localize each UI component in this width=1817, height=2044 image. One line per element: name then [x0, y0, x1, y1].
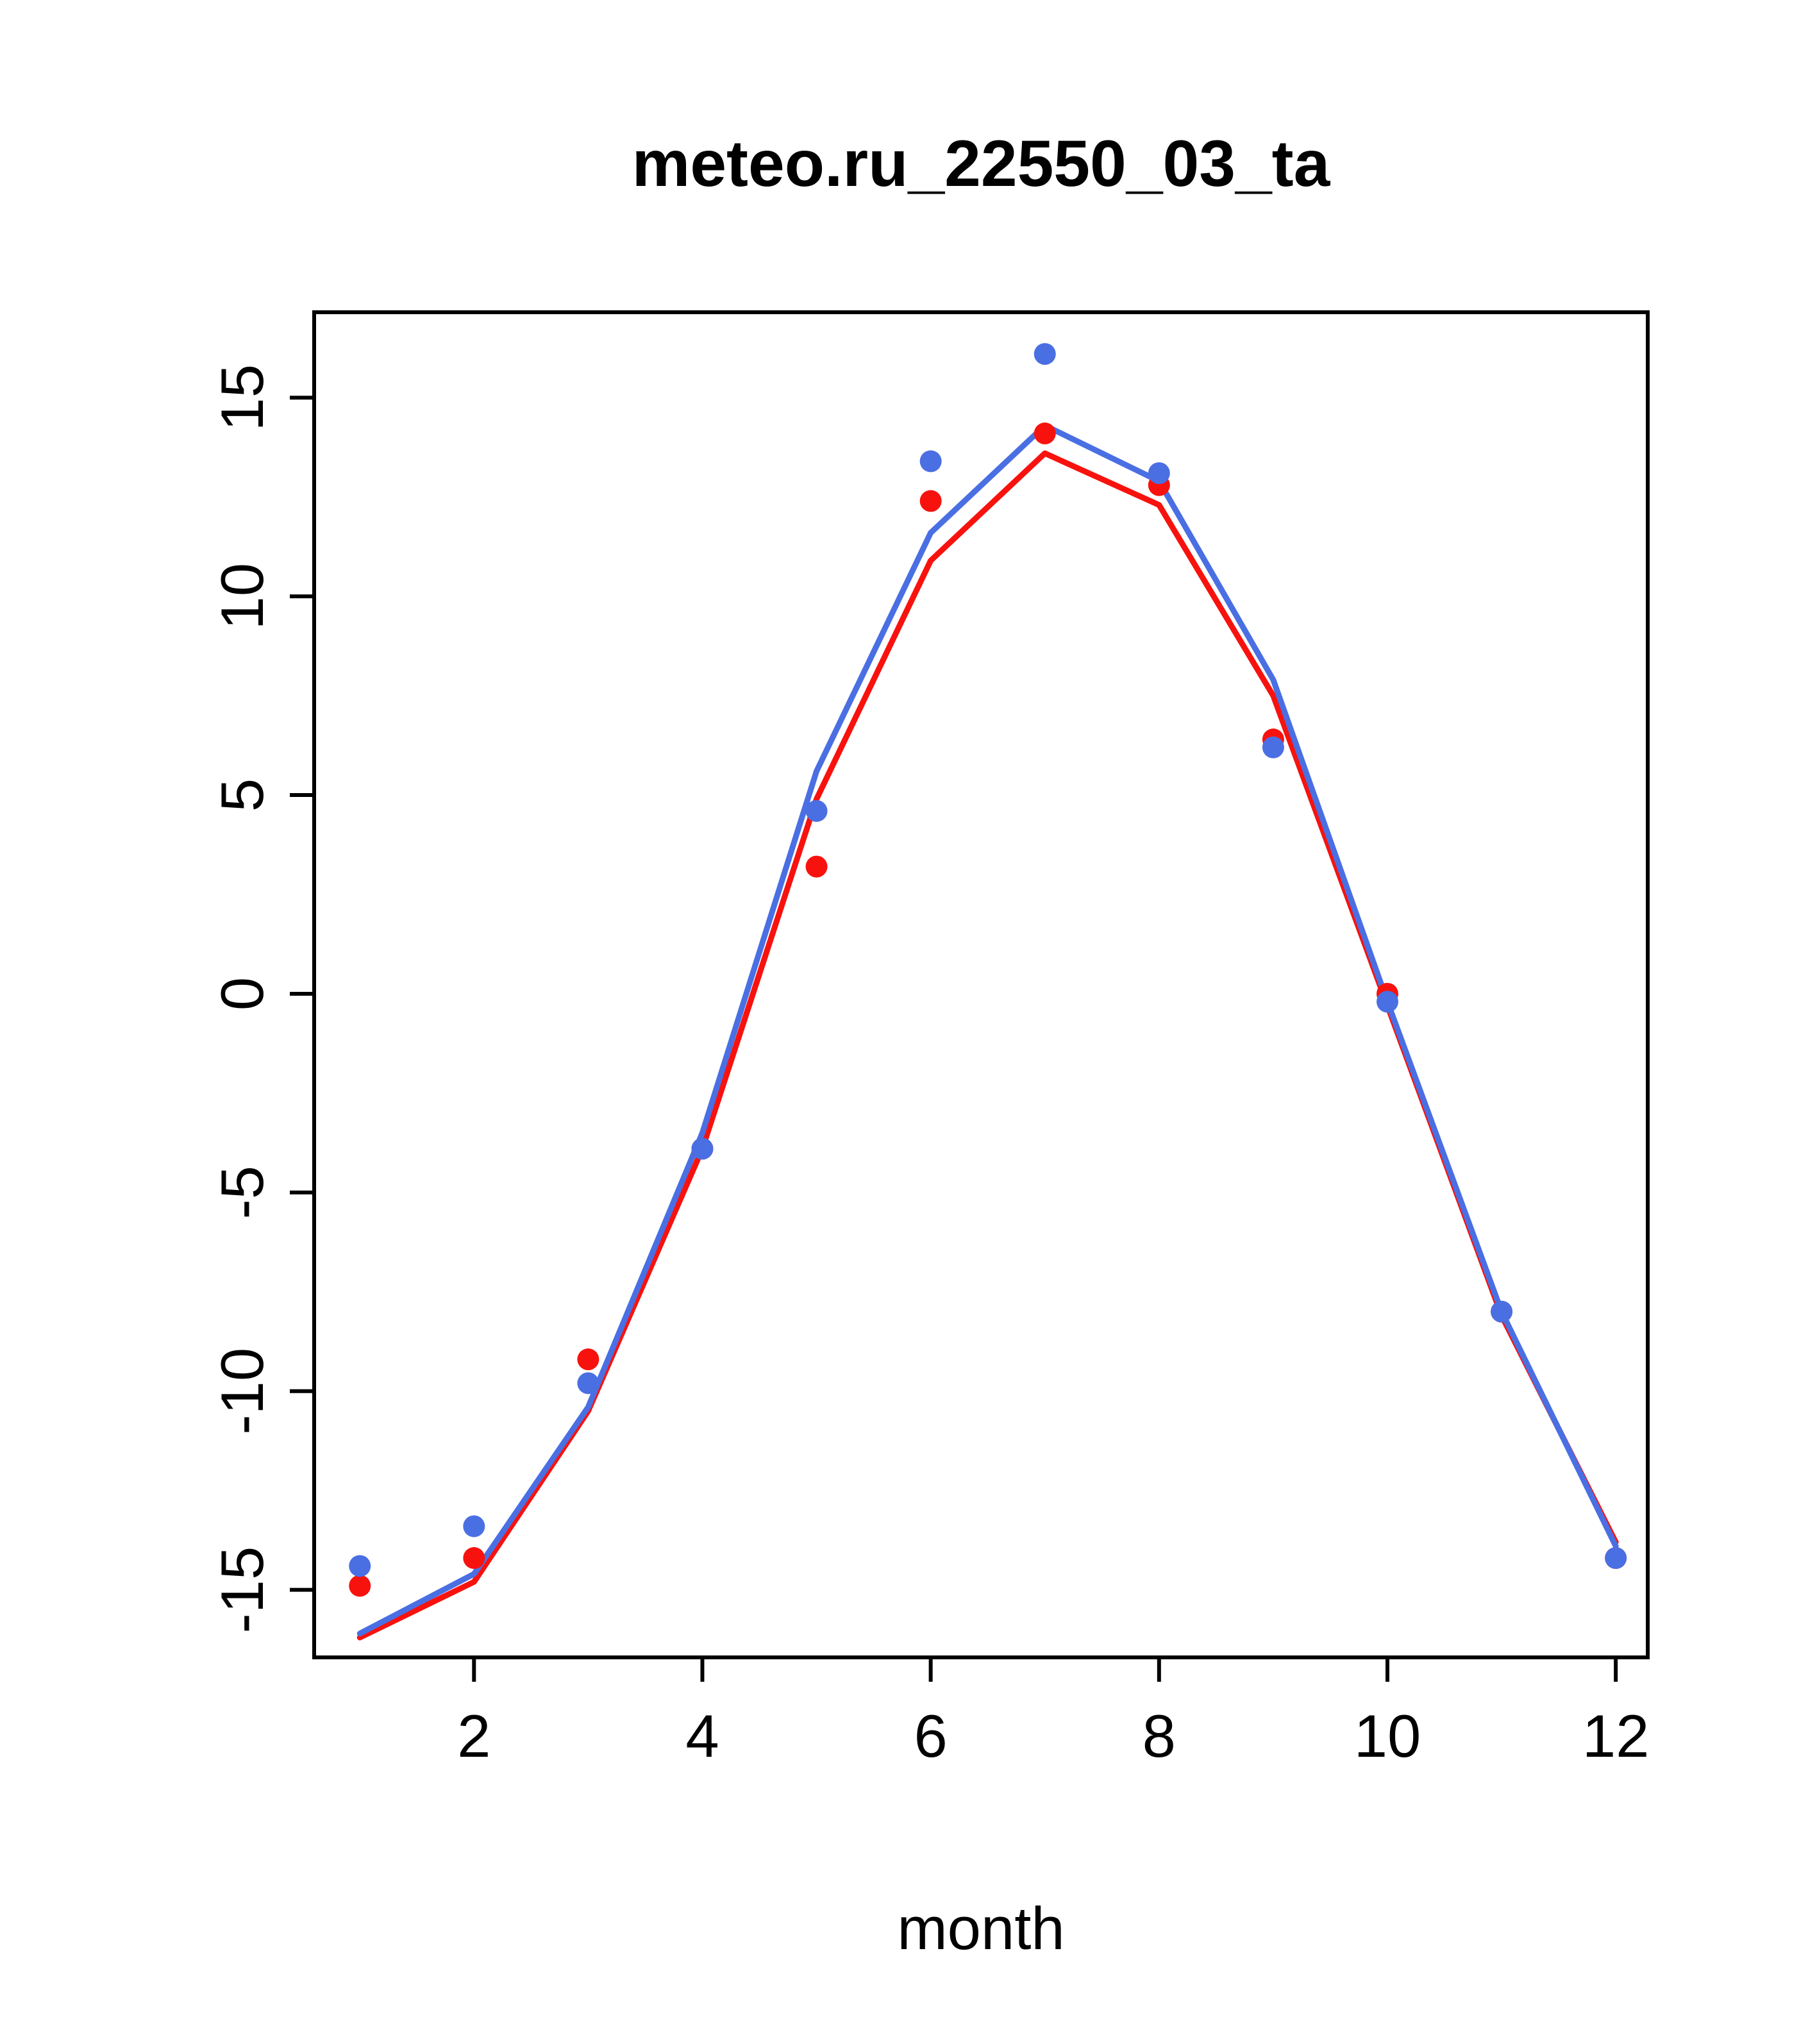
point-blue-points	[577, 1372, 599, 1395]
point-red-points	[463, 1547, 485, 1570]
point-blue-points	[349, 1555, 371, 1577]
point-blue-points	[463, 1515, 485, 1537]
plot-title: meteo.ru_22550_03_ta	[632, 127, 1331, 200]
x-tick-label: 2	[457, 1702, 490, 1770]
x-tick-label: 4	[685, 1702, 719, 1770]
x-axis-label: month	[897, 1895, 1064, 1962]
x-tick-label: 12	[1582, 1702, 1650, 1770]
y-tick-label: -10	[208, 1348, 276, 1435]
point-blue-points	[1491, 1300, 1513, 1323]
plot-box	[312, 310, 1650, 1659]
point-blue-points	[919, 450, 942, 473]
x-tick-label: 8	[1143, 1702, 1176, 1770]
y-tick-label: -15	[208, 1546, 276, 1634]
point-red-points	[805, 855, 828, 878]
y-tick-label: 15	[208, 364, 276, 431]
point-blue-points	[1605, 1547, 1627, 1570]
x-axis: 2 4 6 8 10 12	[457, 1657, 1649, 1770]
point-blue-points	[805, 800, 828, 822]
point-red-points	[1034, 423, 1056, 445]
point-blue-points	[1262, 736, 1284, 758]
y-tick-label: 10	[208, 563, 276, 630]
x-tick-label: 10	[1354, 1702, 1421, 1770]
point-blue-points	[1148, 462, 1170, 485]
series-layer	[349, 343, 1627, 1641]
y-tick-label: 5	[208, 778, 276, 812]
series-red-line	[356, 450, 1619, 1641]
x-tick-label: 6	[914, 1702, 948, 1770]
point-red-points	[577, 1348, 599, 1371]
y-axis: -15 -10 -5 0 5 10 15	[208, 364, 314, 1634]
point-blue-points	[1376, 991, 1398, 1013]
point-blue-points	[1034, 343, 1056, 365]
y-tick-label: 0	[208, 977, 276, 1010]
point-blue-points	[691, 1137, 714, 1160]
point-red-points	[919, 490, 942, 512]
point-red-points	[349, 1575, 371, 1597]
series-blue-line	[356, 423, 1619, 1637]
y-tick-label: -5	[208, 1166, 276, 1219]
